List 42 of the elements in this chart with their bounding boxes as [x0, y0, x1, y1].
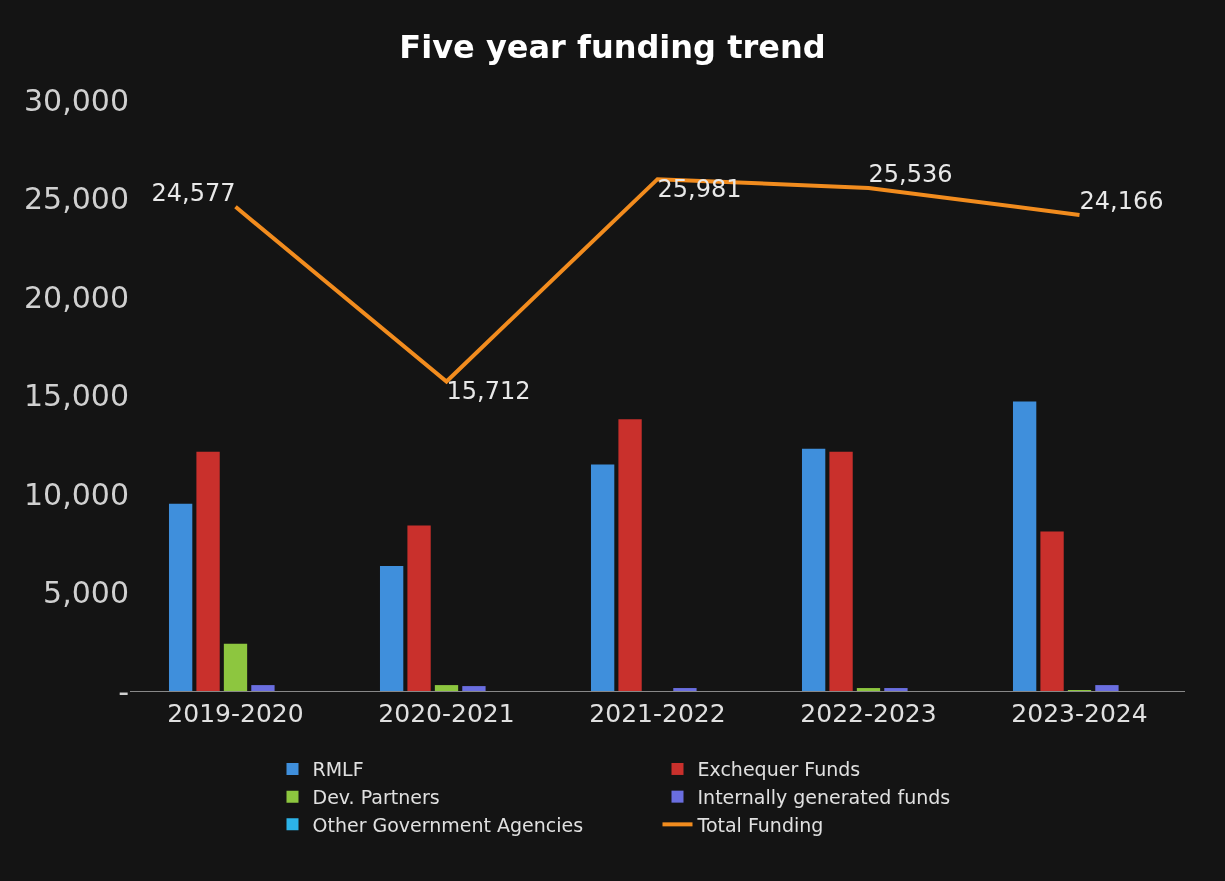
y-tick-label: 25,000	[24, 181, 129, 216]
bar	[673, 688, 697, 691]
legend-label: RMLF	[312, 758, 364, 781]
x-tick-label: 2022-2023	[800, 699, 937, 728]
y-tick-label: 5,000	[43, 575, 129, 610]
bar	[884, 688, 908, 691]
legend-label: Total Funding	[696, 813, 824, 836]
bar	[196, 451, 220, 691]
bar	[251, 685, 275, 691]
data-label: 24,166	[1079, 186, 1164, 215]
y-tick-label: 30,000	[24, 82, 129, 118]
data-label: 15,712	[446, 377, 531, 406]
bar	[856, 688, 881, 691]
bar	[1040, 531, 1064, 691]
bar	[379, 565, 404, 691]
y-tick-label: 20,000	[24, 279, 129, 315]
bar	[223, 643, 248, 691]
y-tick-label: 15,000	[24, 378, 129, 413]
legend-label: Dev. Partners	[312, 786, 440, 809]
bar	[168, 503, 193, 691]
bar	[407, 525, 431, 691]
bar	[462, 686, 486, 691]
bar	[1095, 685, 1119, 691]
x-tick-label: 2021-2022	[589, 699, 726, 728]
x-tick-label: 2019-2020	[167, 699, 304, 728]
y-tick-label: -	[118, 673, 129, 709]
chart-title: Five year funding trend	[399, 27, 826, 66]
data-label: 25,981	[657, 175, 742, 204]
data-label: 25,536	[868, 159, 953, 188]
bar	[590, 464, 615, 691]
bar	[1012, 401, 1037, 691]
bar	[801, 448, 826, 691]
data-label: 24,577	[151, 178, 236, 207]
bar	[618, 419, 642, 691]
x-tick-label: 2020-2021	[378, 699, 515, 728]
y-tick-label: 10,000	[24, 476, 129, 512]
legend-label: Internally generated funds	[697, 786, 951, 809]
legend-label: Other Government Agencies	[312, 813, 584, 836]
bar	[434, 685, 459, 691]
legend-label: Exchequer Funds	[697, 758, 861, 781]
bar	[829, 451, 853, 691]
x-tick-label: 2023-2024	[1011, 699, 1148, 728]
